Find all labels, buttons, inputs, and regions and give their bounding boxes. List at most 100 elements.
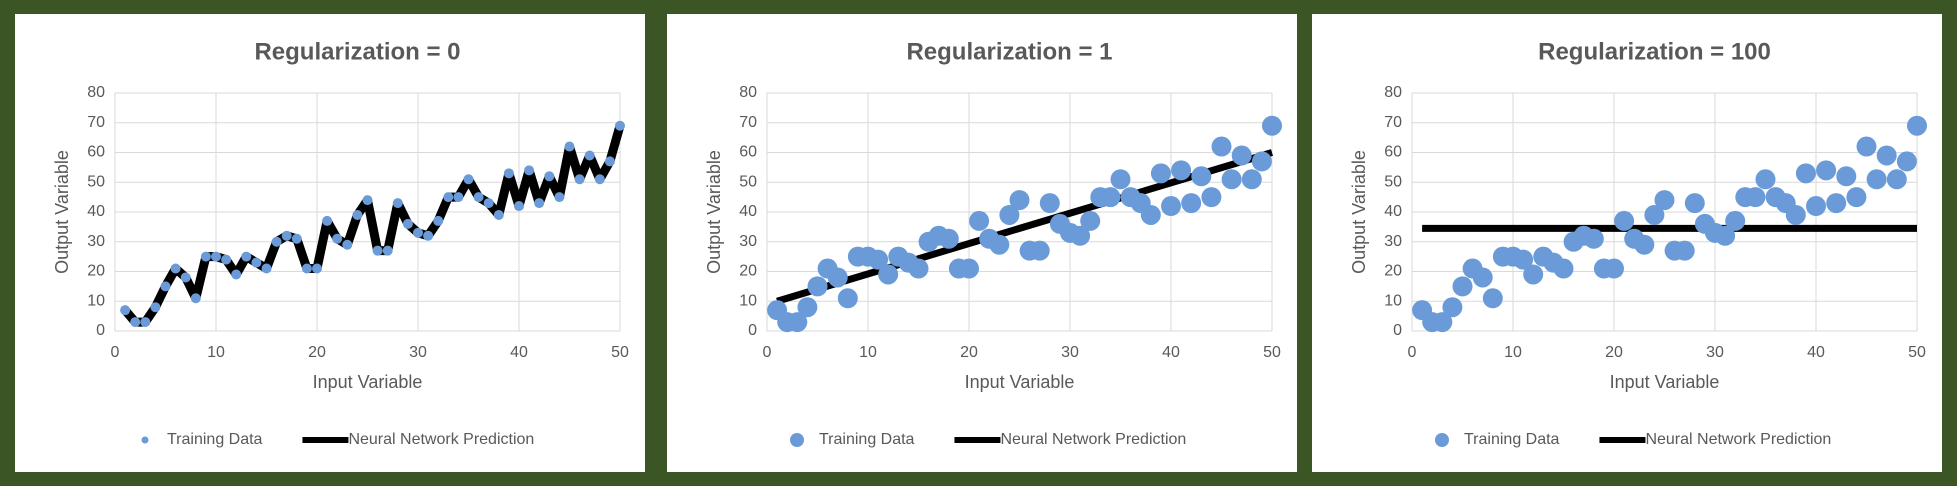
- data-point: [1452, 276, 1473, 297]
- chart-panel: Regularization = 0 0 10 20 30 40 50 60 70 80 0 10 20…: [15, 14, 645, 472]
- x-tick-label: 30: [1061, 344, 1079, 361]
- chart-title: Regularization = 1: [906, 38, 1112, 65]
- data-point: [312, 263, 322, 274]
- data-point: [211, 251, 221, 262]
- x-tick-label: 30: [1706, 344, 1724, 361]
- data-point: [140, 317, 151, 328]
- data-point: [959, 258, 979, 279]
- data-point: [1886, 169, 1907, 190]
- data-point: [150, 302, 161, 313]
- y-tick-label: 20: [87, 263, 105, 280]
- data-point: [1432, 312, 1453, 333]
- y-tick-label: 40: [739, 203, 757, 220]
- chart-title: Regularization = 0: [254, 38, 460, 65]
- data-point: [604, 156, 615, 167]
- y-tick-label: 0: [96, 322, 105, 339]
- x-tick-label: 10: [859, 344, 877, 361]
- y-tick-label: 70: [87, 114, 105, 131]
- data-point: [1513, 249, 1534, 270]
- y-tick-label: 80: [1384, 84, 1402, 101]
- y-tick-label: 60: [1384, 144, 1402, 161]
- data-point: [1070, 225, 1091, 246]
- data-point: [372, 245, 383, 256]
- data-point: [463, 174, 474, 185]
- data-point: [301, 263, 312, 274]
- x-tick-label: 0: [763, 344, 772, 361]
- data-point: [1896, 151, 1917, 172]
- y-tick-label: 80: [739, 84, 757, 101]
- data-point: [503, 168, 514, 179]
- data-point: [402, 218, 413, 229]
- data-point: [1241, 169, 1262, 190]
- data-point: [453, 192, 464, 203]
- data-point: [483, 198, 494, 209]
- data-point: [969, 210, 990, 231]
- data-point: [544, 171, 555, 182]
- x-tick-label: 0: [1408, 344, 1417, 361]
- x-tick-label: 10: [207, 344, 225, 361]
- panel-background: [15, 14, 645, 472]
- data-point: [999, 204, 1020, 225]
- data-point: [1009, 190, 1030, 211]
- y-tick-label: 40: [1384, 203, 1402, 220]
- y-tick-label: 0: [1393, 322, 1402, 339]
- x-tick-label: 20: [1605, 344, 1623, 361]
- data-point: [1846, 187, 1867, 208]
- y-axis-label: Output Variable: [52, 150, 72, 274]
- data-point: [1080, 210, 1101, 231]
- y-tick-label: 30: [87, 233, 105, 250]
- data-point: [1684, 193, 1705, 214]
- data-point: [1725, 210, 1746, 231]
- x-tick-label: 30: [409, 344, 427, 361]
- data-point: [322, 215, 333, 226]
- data-point: [584, 150, 595, 161]
- data-point: [1715, 225, 1736, 246]
- legend-swatch: [790, 433, 804, 447]
- y-tick-label: 70: [739, 114, 757, 131]
- data-point: [938, 228, 959, 249]
- data-point: [1785, 204, 1806, 225]
- data-point: [1482, 288, 1503, 309]
- data-point: [1211, 136, 1232, 157]
- data-point: [423, 230, 434, 241]
- chart-title: Regularization = 100: [1538, 38, 1771, 65]
- data-point: [1907, 115, 1927, 136]
- x-axis-label: Input Variable: [1610, 372, 1720, 392]
- legend-label: Neural Network Prediction: [1000, 431, 1186, 448]
- y-axis-label: Output Variable: [1349, 150, 1369, 274]
- data-point: [1806, 196, 1826, 217]
- data-point: [1826, 193, 1847, 214]
- data-point: [200, 251, 211, 262]
- legend-label: Neural Network Prediction: [348, 431, 534, 448]
- data-point: [1039, 193, 1060, 214]
- data-point: [564, 141, 575, 152]
- legend-label: Training Data: [819, 431, 915, 448]
- data-point: [190, 293, 201, 304]
- data-point: [827, 267, 848, 288]
- data-point: [413, 227, 423, 238]
- data-point: [342, 239, 353, 250]
- data-point: [989, 234, 1010, 255]
- data-point: [1876, 145, 1897, 166]
- x-tick-label: 20: [308, 344, 326, 361]
- y-axis-label: Output Variable: [704, 150, 724, 274]
- y-tick-label: 0: [748, 322, 757, 339]
- y-tick-label: 60: [87, 144, 105, 161]
- data-point: [1161, 196, 1181, 217]
- y-tick-label: 30: [739, 233, 757, 250]
- x-tick-label: 20: [960, 344, 978, 361]
- data-point: [1110, 169, 1131, 190]
- y-tick-label: 60: [739, 144, 757, 161]
- data-point: [160, 281, 171, 292]
- data-point: [332, 233, 343, 244]
- data-point: [352, 209, 363, 220]
- data-point: [1583, 228, 1604, 249]
- data-point: [493, 209, 504, 220]
- data-point: [281, 230, 292, 241]
- data-point: [291, 233, 302, 244]
- data-point: [574, 174, 585, 185]
- data-point: [908, 258, 929, 279]
- y-tick-label: 10: [739, 292, 757, 309]
